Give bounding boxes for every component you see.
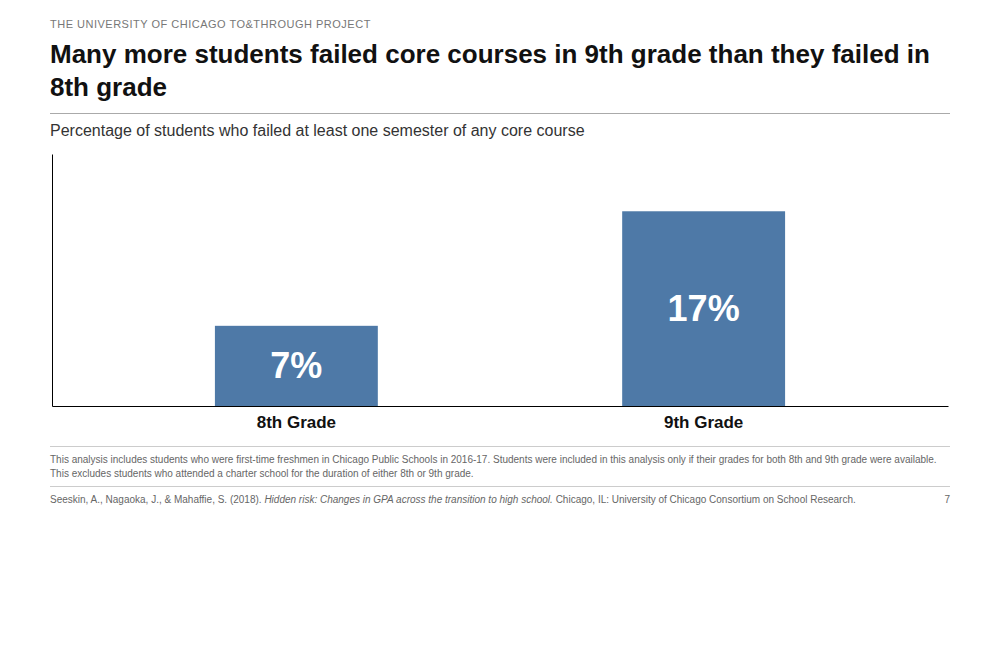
x-axis: 8th Grade 9th Grade: [53, 406, 949, 432]
page: THE UNIVERSITY OF CHICAGO TO&THROUGH PRO…: [0, 0, 1000, 671]
y-axis: [52, 155, 53, 407]
x-tick-label: 9th Grade: [664, 413, 743, 432]
bar: [215, 326, 378, 406]
data-labels: 7% 17%: [270, 288, 739, 386]
bars: [215, 211, 785, 406]
citation-part: Seeskin, A., Nagaoka, J., & Mahaffie, S.…: [50, 494, 264, 505]
y-axis-line: [52, 155, 53, 407]
x-axis-line: [53, 406, 949, 407]
bar: [622, 211, 785, 406]
footer-rule: [50, 446, 950, 447]
citation-rule: [50, 486, 950, 487]
title-rule: [50, 113, 950, 114]
x-tick-label: 8th Grade: [257, 413, 336, 432]
page-number: 7: [944, 493, 950, 507]
citation: Seeskin, A., Nagaoka, J., & Mahaffie, S.…: [50, 493, 944, 507]
citation-part: Chicago, IL: University of Chicago Conso…: [553, 494, 856, 505]
footnote: This analysis includes students who were…: [50, 453, 950, 480]
chart: 8th Grade 9th Grade 7% 17%: [50, 140, 950, 440]
plot: 8th Grade 9th Grade 7% 17%: [53, 155, 949, 433]
x-tick: 8th Grade: [257, 406, 336, 432]
x-tick: 9th Grade: [664, 406, 743, 432]
citation-row: Seeskin, A., Nagaoka, J., & Mahaffie, S.…: [50, 493, 950, 507]
data-label: 17%: [668, 288, 740, 329]
citation-title: Hidden risk: Changes in GPA across the t…: [264, 494, 552, 505]
title: Many more students failed core courses i…: [50, 38, 950, 103]
data-label: 7%: [270, 345, 322, 386]
header: THE UNIVERSITY OF CHICAGO TO&THROUGH PRO…: [50, 0, 950, 30]
subtitle: Percentage of students who failed at lea…: [50, 122, 950, 140]
